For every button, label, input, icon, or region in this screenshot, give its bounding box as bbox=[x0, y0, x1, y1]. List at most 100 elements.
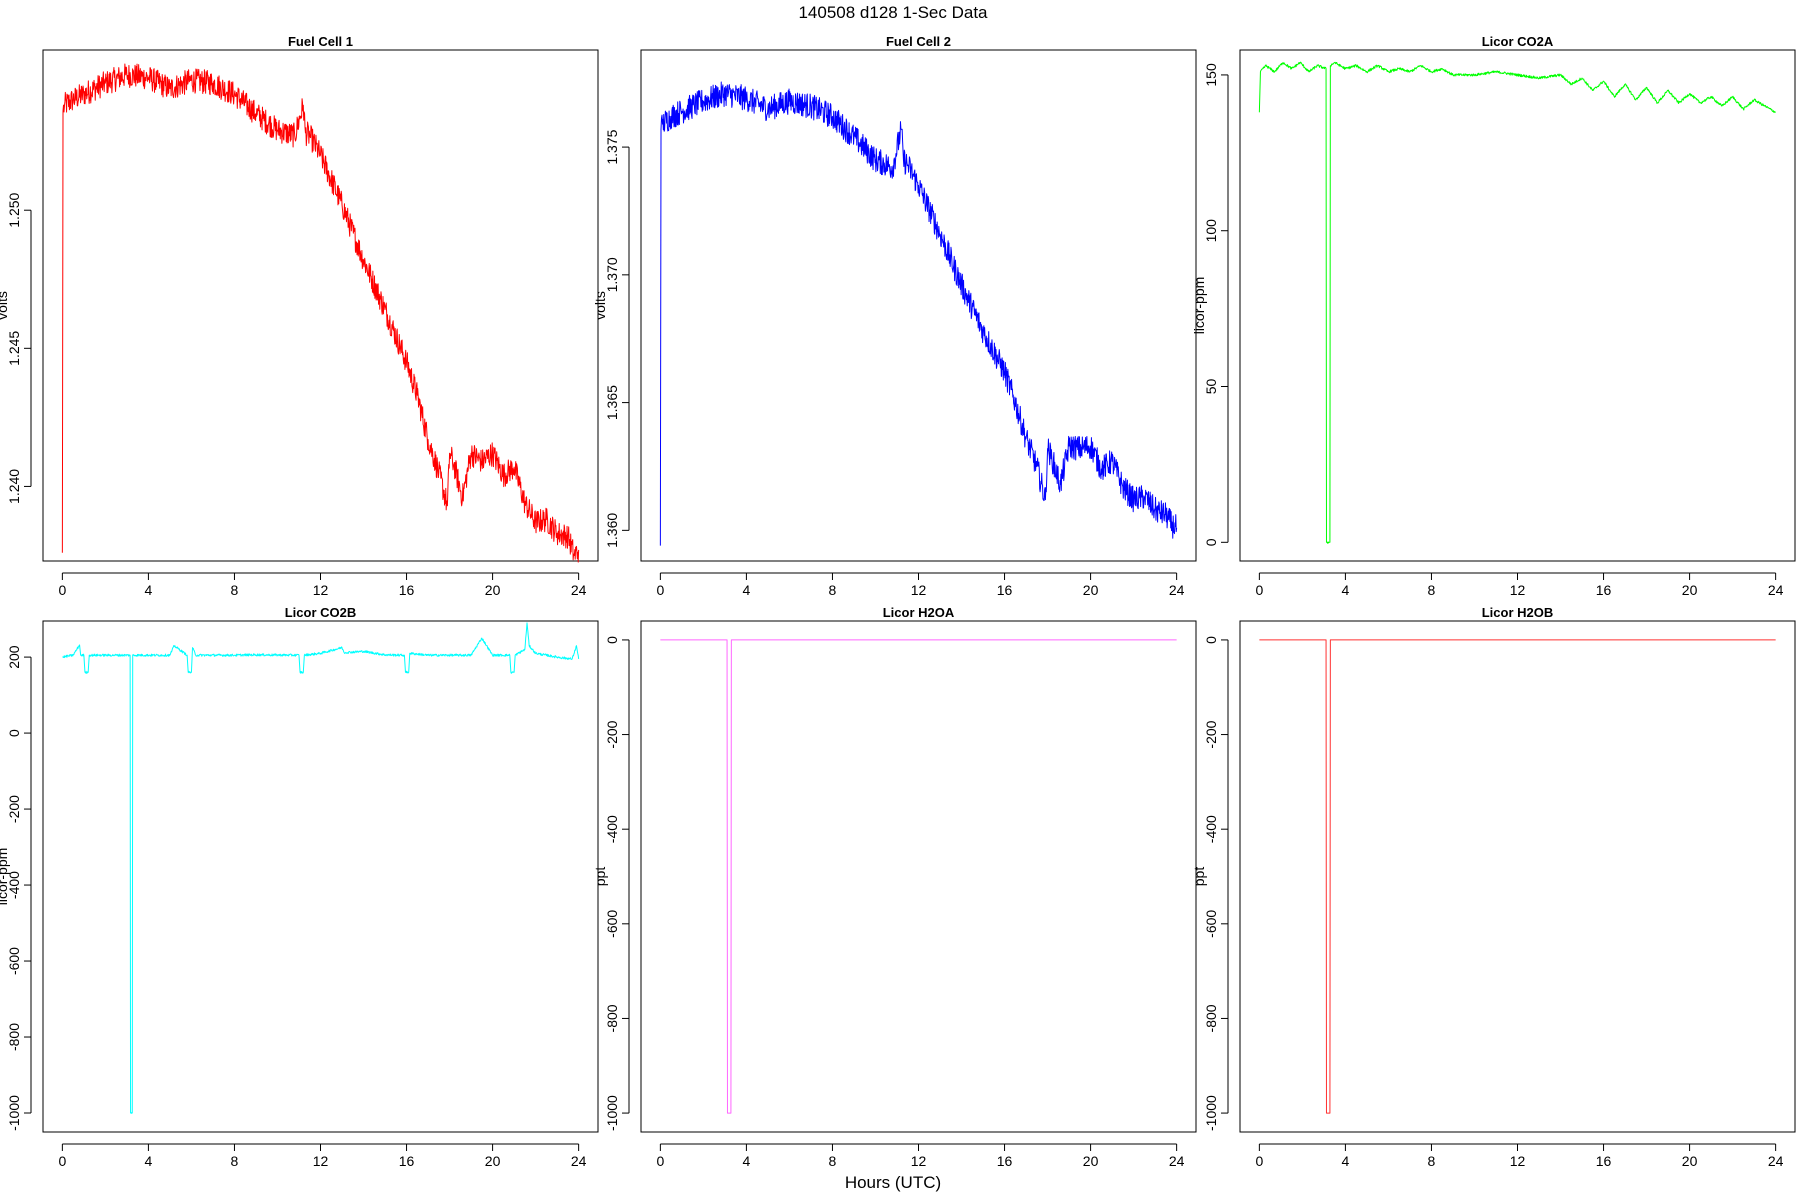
x-tick-label: 16 bbox=[1596, 582, 1612, 598]
x-tick-label: 12 bbox=[911, 1153, 927, 1169]
x-tick-label: 12 bbox=[911, 582, 927, 598]
x-tick-label: 24 bbox=[571, 1153, 587, 1169]
y-axis-label: ppt bbox=[592, 867, 608, 887]
y-tick-label: 1.370 bbox=[604, 257, 620, 292]
x-tick-label: 24 bbox=[1169, 582, 1185, 598]
plot-frame bbox=[42, 620, 599, 1133]
x-tick-label: 4 bbox=[145, 582, 153, 598]
plot-frame bbox=[640, 620, 1197, 1133]
series-line bbox=[1258, 61, 1776, 544]
figure-title: 140508 d128 1-Sec Data bbox=[798, 3, 988, 22]
y-tick-label: 1.360 bbox=[604, 513, 620, 548]
series-line bbox=[1259, 639, 1776, 1114]
x-tick-label: 24 bbox=[571, 582, 587, 598]
panel-4: Licor CO2B 0 4 8 12 16 20 24 -1000 -800 -600 -400 -2… bbox=[0, 605, 599, 1169]
series-line bbox=[659, 81, 1178, 546]
y-tick-label: 1.365 bbox=[604, 385, 620, 420]
x-tick-label: 8 bbox=[1428, 1153, 1436, 1169]
x-tick-label: 4 bbox=[145, 1153, 153, 1169]
y-tick-label: -1000 bbox=[604, 1095, 620, 1131]
y-tick-label: 1.240 bbox=[6, 469, 22, 504]
x-tick-label: 20 bbox=[485, 582, 501, 598]
y-axis-label: licor-ppm bbox=[1191, 277, 1207, 335]
x-tick-label: 12 bbox=[313, 1153, 329, 1169]
x-tick-label: 16 bbox=[997, 582, 1013, 598]
panel-6: Licor H2OB 0 4 8 12 16 20 24 -1000 -800 -600 -400 -2… bbox=[1191, 605, 1796, 1169]
x-tick-label: 0 bbox=[58, 582, 66, 598]
x-tick-label: 16 bbox=[399, 582, 415, 598]
y-tick-label: 0 bbox=[6, 729, 22, 737]
y-axis-label: licor-ppm bbox=[0, 848, 10, 906]
x-tick-label: 0 bbox=[1255, 582, 1263, 598]
y-tick-label: 100 bbox=[1203, 219, 1219, 243]
y-tick-label: -400 bbox=[604, 815, 620, 843]
x-tick-label: 12 bbox=[1510, 1153, 1526, 1169]
x-tick-label: 0 bbox=[656, 582, 664, 598]
panel-title: Licor H2OB bbox=[1482, 605, 1554, 620]
y-tick-label: 0 bbox=[604, 636, 620, 644]
y-tick-label: 1.245 bbox=[6, 331, 22, 366]
x-tick-label: 20 bbox=[1083, 1153, 1099, 1169]
y-tick-label: 0 bbox=[1203, 538, 1219, 546]
y-tick-label: 200 bbox=[6, 645, 22, 669]
x-tick-label: 12 bbox=[1510, 582, 1526, 598]
y-tick-label: -600 bbox=[1203, 910, 1219, 938]
y-axis-label: volts bbox=[592, 291, 608, 320]
x-tick-label: 20 bbox=[1682, 1153, 1698, 1169]
y-tick-label: 150 bbox=[1203, 63, 1219, 87]
x-tick-label: 8 bbox=[829, 1153, 837, 1169]
panel-1: Fuel Cell 1 0 4 8 12 16 20 24 1.240 1.245 1.250 vol… bbox=[0, 34, 599, 598]
x-tick-label: 8 bbox=[829, 582, 837, 598]
y-tick-label: 0 bbox=[1203, 636, 1219, 644]
x-tick-label: 4 bbox=[743, 582, 751, 598]
y-tick-label: -400 bbox=[1203, 815, 1219, 843]
x-tick-label: 4 bbox=[1342, 582, 1350, 598]
y-axis-label: ppt bbox=[1191, 867, 1207, 887]
panel-grid: Fuel Cell 1 0 4 8 12 16 20 24 1.240 1.245 1.250 vol… bbox=[0, 34, 1796, 1169]
y-tick-label: -600 bbox=[6, 947, 22, 975]
series-line bbox=[660, 639, 1177, 1114]
x-tick-label: 16 bbox=[1596, 1153, 1612, 1169]
x-tick-label: 4 bbox=[1342, 1153, 1350, 1169]
x-tick-label: 4 bbox=[743, 1153, 751, 1169]
y-tick-label: -800 bbox=[1203, 1004, 1219, 1032]
x-tick-label: 8 bbox=[1428, 582, 1436, 598]
panel-3: Licor CO2A 0 4 8 12 16 20 24 0 50 100 150 licor-ppm bbox=[1191, 34, 1796, 598]
y-tick-label: -800 bbox=[604, 1004, 620, 1032]
panel-title: Licor CO2A bbox=[1482, 34, 1554, 49]
x-tick-label: 24 bbox=[1768, 582, 1784, 598]
panel-title: Fuel Cell 1 bbox=[288, 34, 353, 49]
y-tick-label: -800 bbox=[6, 1023, 22, 1051]
y-axis-label: volts bbox=[0, 291, 10, 320]
x-tick-label: 20 bbox=[1083, 582, 1099, 598]
x-tick-label: 8 bbox=[231, 582, 239, 598]
y-tick-label: -600 bbox=[604, 910, 620, 938]
y-tick-label: -400 bbox=[6, 871, 22, 899]
x-tick-label: 0 bbox=[656, 1153, 664, 1169]
y-tick-label: -1000 bbox=[1203, 1095, 1219, 1131]
plot-frame bbox=[1239, 49, 1796, 562]
figure-xlabel: Hours (UTC) bbox=[845, 1173, 941, 1192]
panel-title: Fuel Cell 2 bbox=[886, 34, 951, 49]
x-tick-label: 12 bbox=[313, 582, 329, 598]
x-tick-label: 0 bbox=[58, 1153, 66, 1169]
series-line bbox=[61, 63, 580, 563]
x-tick-label: 16 bbox=[997, 1153, 1013, 1169]
x-tick-label: 0 bbox=[1255, 1153, 1263, 1169]
y-tick-label: 50 bbox=[1203, 379, 1219, 395]
x-tick-label: 8 bbox=[231, 1153, 239, 1169]
y-tick-label: -1000 bbox=[6, 1095, 22, 1131]
plot-frame bbox=[1239, 620, 1796, 1133]
x-tick-label: 24 bbox=[1768, 1153, 1784, 1169]
series-line bbox=[62, 622, 580, 1114]
x-tick-label: 20 bbox=[485, 1153, 501, 1169]
y-tick-label: 1.375 bbox=[604, 129, 620, 164]
panel-2: Fuel Cell 2 0 4 8 12 16 20 24 1.360 1.365 1.370 1.3… bbox=[592, 34, 1197, 598]
y-tick-label: -200 bbox=[6, 795, 22, 823]
plot-frame bbox=[42, 49, 599, 562]
x-tick-label: 24 bbox=[1169, 1153, 1185, 1169]
panel-5: Licor H2OA 0 4 8 12 16 20 24 -1000 -800 -600 -400 -2… bbox=[592, 605, 1197, 1169]
y-tick-label: 1.250 bbox=[6, 192, 22, 227]
x-tick-label: 20 bbox=[1682, 582, 1698, 598]
